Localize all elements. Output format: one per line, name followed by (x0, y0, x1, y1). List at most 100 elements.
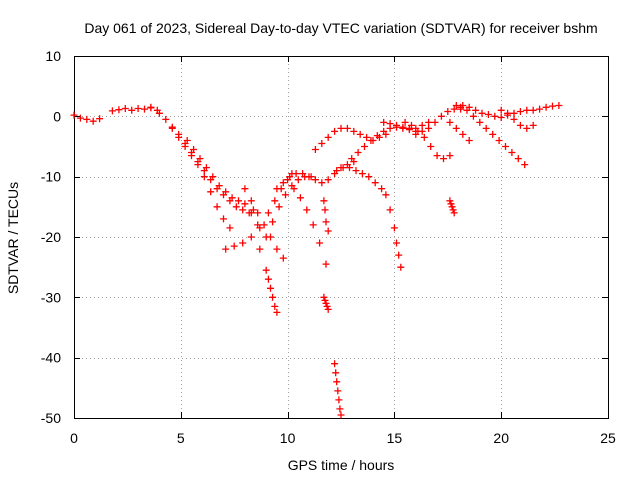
ticks: 0 5 10 15 20 25 10 0 -10 -20 -30 -40 -50 (41, 48, 616, 446)
data-point (386, 206, 394, 214)
x-tick-label: 25 (600, 430, 616, 446)
data-point (318, 140, 326, 147)
data-point (440, 155, 447, 163)
data-point (294, 176, 302, 184)
data-point (469, 112, 477, 120)
data-point (367, 137, 375, 144)
data-point (324, 176, 332, 184)
data-point (352, 167, 360, 175)
data-point (239, 239, 247, 247)
data-point (209, 173, 217, 181)
data-point (323, 302, 331, 310)
data-point (273, 308, 281, 316)
data-point (70, 111, 78, 119)
data-point (433, 152, 441, 160)
data-point (220, 215, 227, 223)
data-point (305, 173, 313, 181)
data-point (334, 387, 342, 395)
data-point (247, 233, 255, 241)
data-point (444, 108, 452, 115)
x-tick-label: 20 (493, 430, 509, 446)
series-arc-11 (290, 185, 330, 268)
data-point (134, 105, 142, 112)
data-point (83, 115, 91, 123)
data-point (365, 173, 373, 181)
data-point (523, 106, 531, 114)
data-point (482, 124, 490, 132)
data-point (380, 127, 388, 135)
series-arc-24 (457, 103, 529, 169)
data-point (175, 133, 183, 141)
data-point (446, 118, 454, 126)
data-point (108, 107, 116, 115)
data-point (121, 105, 129, 112)
data-point (502, 143, 509, 150)
data-point (393, 121, 400, 129)
data-point (448, 203, 456, 211)
data-point (128, 106, 136, 114)
x-tick-label: 0 (70, 430, 78, 446)
data-point (309, 221, 317, 229)
data-point (457, 103, 465, 111)
data-point (354, 149, 362, 156)
series-arc-05 (183, 137, 262, 229)
data-point (168, 124, 176, 132)
data-point (491, 112, 499, 120)
series-arc-13 (320, 197, 332, 235)
x-tick-label: 5 (177, 430, 185, 446)
series-arc-02 (108, 104, 161, 115)
data-point (450, 105, 458, 113)
data-point (147, 103, 155, 111)
data-point (542, 103, 550, 111)
data-point (321, 206, 329, 214)
data-point (521, 161, 529, 169)
data-point (449, 206, 457, 214)
data-point (495, 137, 503, 144)
series-arc-16 (333, 164, 386, 193)
data-point (230, 242, 238, 250)
data-point (397, 263, 405, 271)
data-point (196, 155, 204, 163)
data-point (292, 170, 300, 178)
data-point (337, 124, 345, 132)
data-point (155, 109, 163, 117)
data-point (267, 284, 274, 292)
data-point (333, 378, 341, 386)
y-tick-label: -10 (41, 169, 61, 185)
data-point (508, 149, 516, 156)
data-point (516, 121, 524, 129)
data-point (239, 206, 247, 214)
data-point (235, 197, 242, 205)
data-point (386, 120, 394, 128)
data-points (70, 102, 563, 419)
data-point (202, 164, 210, 172)
data-point (484, 111, 492, 118)
data-point (510, 109, 518, 117)
data-point (262, 266, 270, 274)
data-point (190, 146, 198, 153)
data-point (76, 114, 84, 122)
data-point (437, 112, 445, 120)
data-point (399, 124, 407, 132)
data-point (264, 275, 272, 283)
data-point (510, 115, 518, 123)
data-point (348, 155, 356, 163)
data-point (333, 167, 341, 175)
data-point (393, 239, 400, 247)
data-point (497, 106, 505, 114)
data-point (390, 224, 398, 232)
data-point (401, 118, 409, 126)
data-point (514, 155, 522, 163)
data-point (232, 203, 240, 211)
y-tick-label: -20 (41, 229, 61, 245)
data-point (241, 200, 249, 208)
data-point (188, 152, 195, 160)
data-point (322, 299, 330, 307)
data-point (222, 245, 230, 253)
data-point (290, 185, 298, 193)
data-point (320, 293, 328, 301)
data-point (262, 233, 270, 241)
data-point (459, 130, 467, 138)
data-point (523, 124, 531, 132)
data-point (405, 126, 413, 134)
